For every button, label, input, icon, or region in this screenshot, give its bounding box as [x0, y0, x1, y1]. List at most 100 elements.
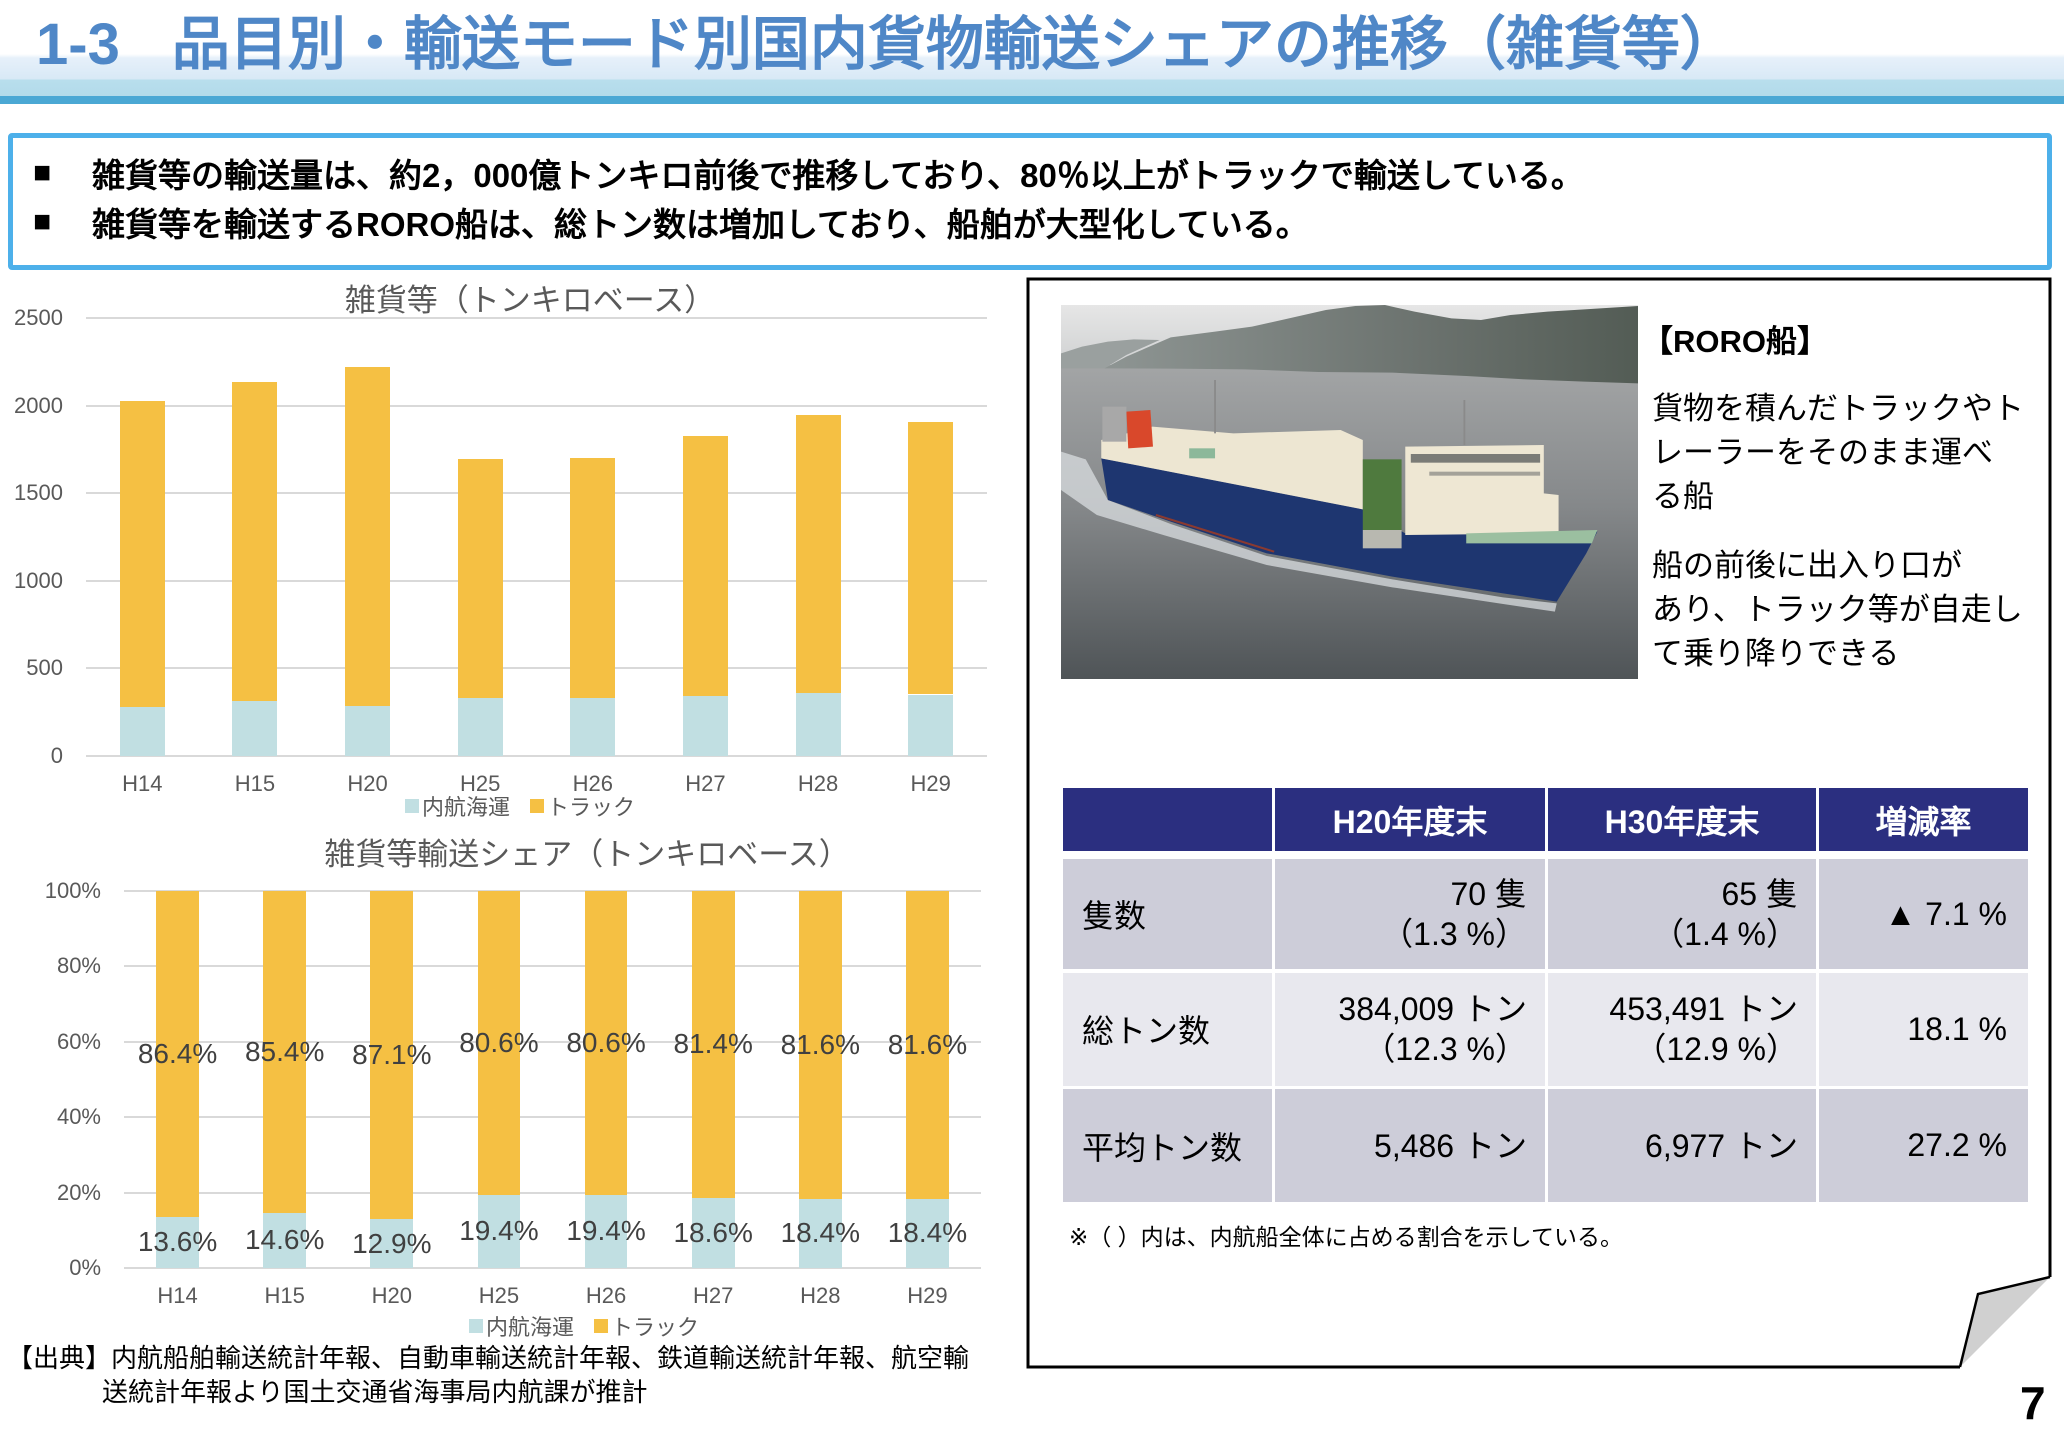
- bar-segment: [798, 1198, 842, 1268]
- data-label: 80.6%: [459, 1026, 539, 1058]
- x-tick-label: H27: [685, 771, 726, 796]
- chart-legend: 内航海運 トラック: [469, 1314, 699, 1340]
- bar-segment: [119, 707, 165, 756]
- x-tick-label: H26: [585, 1283, 627, 1308]
- share: （1.3 %）: [1381, 916, 1527, 952]
- y-tick-label: 0: [50, 743, 63, 768]
- x-tick-label: H15: [264, 1283, 305, 1308]
- gridline: [86, 404, 987, 407]
- chart-freight-volume: 雑貨等（トンキロベース） 0 500 1000 1500 2000 2500 H14 H15 H…: [0, 280, 1000, 820]
- y-tick-label: 2000: [14, 392, 63, 418]
- bar-segment: [906, 1198, 949, 1268]
- legend-swatch-icon: [594, 1319, 609, 1333]
- data-label: 18.4%: [780, 1217, 861, 1249]
- title-band: [0, 0, 2064, 105]
- data-label: 81.6%: [887, 1028, 968, 1060]
- chart-freight-share: 雑貨等輸送シェア（トンキロベース） 0% 20% 40% 60% 80% 100% 13.6…: [0, 830, 1000, 1340]
- h20-cell: 70 隻 （1.3 %）: [1275, 859, 1545, 969]
- legend-item: トラック: [594, 1310, 699, 1342]
- title-text: 品目別・輸送モード別国内貨物輸送シェアの推移（雑貨等）: [171, 12, 1738, 77]
- x-tick-label: H27: [693, 1283, 734, 1308]
- h30-cell: 65 隻 （1.4 %）: [1548, 859, 1816, 969]
- gridline: [124, 1267, 981, 1269]
- legend-label: トラック: [547, 795, 636, 820]
- description-line: あり、トラック等が自走し: [1652, 592, 2023, 627]
- data-label: 18.6%: [673, 1216, 753, 1248]
- table-header-row: H20年度末 H30年度末 増減率: [1063, 788, 2028, 851]
- data-label: 19.4%: [459, 1215, 539, 1247]
- header-cell-blank: [1063, 788, 1272, 851]
- y-tick-label: 60%: [56, 1028, 101, 1054]
- summary-bullet: ■ 雑貨等を輸送するRORO船は、総トン数は増加しており、船舶が大型化している。: [33, 202, 1309, 243]
- y-tick-label: 500: [26, 655, 63, 681]
- square-bullet-icon: ■: [33, 205, 52, 238]
- bar-segment: [795, 414, 841, 694]
- bar-segment: [477, 1194, 521, 1268]
- ship-image-icon: [1061, 305, 1638, 679]
- x-tick-label: H15: [234, 771, 276, 796]
- row-label: 平均トン数: [1063, 1089, 1272, 1202]
- gridline: [86, 492, 987, 495]
- bar-segment: [263, 1212, 307, 1268]
- gridline: [86, 579, 987, 582]
- legend-swatch-icon: [530, 799, 545, 813]
- gridline: [124, 1191, 981, 1194]
- data-label: 18.4%: [887, 1217, 968, 1249]
- legend-item: トラック: [530, 790, 635, 822]
- bar-segment: [691, 1197, 735, 1268]
- page-number: 7: [2020, 1377, 2046, 1429]
- change-cell: 27.2 %: [1819, 1089, 2028, 1202]
- description-line: 貨物を積んだトラックやト: [1652, 391, 2024, 426]
- legend-label: 内航海運: [486, 1315, 575, 1340]
- bar-segment: [795, 693, 841, 756]
- bar-segment: [908, 421, 954, 695]
- legend-item: 内航海運: [469, 1310, 574, 1342]
- page-title: 1-3 品目別・輸送モード別国内貨物輸送シェアの推移（雑貨等）: [36, 12, 1738, 78]
- legend-label: 内航海運: [422, 795, 511, 820]
- roro-stats-table: H20年度末 H30年度末 増減率 隻数 70 隻 （1.3 %） 65 隻 （…: [1063, 788, 2028, 1206]
- summary-text: 雑貨等の輸送量は、約2，000億トンキロ前後で推移しており、80％以上がトラック…: [92, 157, 1584, 194]
- table-row: 隻数 70 隻 （1.3 %） 65 隻 （1.4 %） ▲ 7.1 %: [1063, 859, 2028, 969]
- folded-corner-icon: [1960, 1277, 2050, 1367]
- bar-segment: [370, 1219, 414, 1268]
- roro-heading: 【RORO船】: [1642, 324, 1828, 359]
- bar-segment: [345, 366, 391, 706]
- value: 6,977 トン: [1645, 1127, 1798, 1164]
- data-label: 81.4%: [673, 1028, 753, 1060]
- x-tick-label: H28: [797, 771, 839, 796]
- data-label: 81.6%: [780, 1028, 861, 1060]
- h20-cell: 5,486 トン: [1275, 1089, 1545, 1202]
- x-tick-label: H25: [460, 771, 501, 796]
- gridline: [86, 317, 987, 319]
- description-line: る船: [1652, 479, 1714, 514]
- data-label: 12.9%: [352, 1227, 432, 1259]
- summary-text: 雑貨等を輸送するRORO船は、総トン数は増加しており、船舶が大型化している。: [92, 206, 1309, 243]
- x-tick-label: H26: [572, 771, 613, 796]
- bar-segment: [798, 891, 842, 1199]
- header-cell-h30: H30年度末: [1548, 788, 1816, 851]
- bar-segment: [232, 382, 278, 702]
- y-tick-label: 1000: [14, 567, 63, 593]
- data-label: 85.4%: [244, 1035, 325, 1067]
- change-cell: 18.1 %: [1819, 972, 2028, 1086]
- data-label: 86.4%: [137, 1037, 218, 1069]
- roro-ship-photo: [1061, 305, 1638, 679]
- summary-bullet: ■ 雑貨等の輸送量は、約2，000億トンキロ前後で推移しており、80％以上がトラ…: [33, 153, 1584, 194]
- chart-title: 雑貨等輸送シェア（トンキロベース）: [324, 837, 850, 872]
- change-cell: ▲ 7.1 %: [1819, 859, 2028, 969]
- source-line: 送統計年報より国土交通省海事局内航課が推計: [102, 1377, 648, 1407]
- gridline: [124, 890, 981, 892]
- y-tick-label: 40%: [56, 1104, 101, 1130]
- legend-swatch-icon: [405, 799, 419, 813]
- description-line: 船の前後に出入り口が: [1652, 548, 1962, 583]
- source-citation: 【出典】内航船舶輸送統計年報、自動車輸送統計年報、鉄道輸送統計年報、航空輸 送統…: [7, 1341, 969, 1409]
- bar-segment: [156, 891, 199, 1217]
- x-tick-label: H20: [371, 1283, 412, 1308]
- h20-cell: 384,009 トン （12.3 %）: [1275, 972, 1545, 1086]
- bar-segment: [908, 694, 954, 756]
- gridline: [124, 1040, 981, 1043]
- bar-segment: [570, 457, 616, 698]
- data-label: 19.4%: [566, 1215, 646, 1247]
- bar-segment: [457, 458, 503, 699]
- legend-item: 内航海運: [405, 790, 510, 822]
